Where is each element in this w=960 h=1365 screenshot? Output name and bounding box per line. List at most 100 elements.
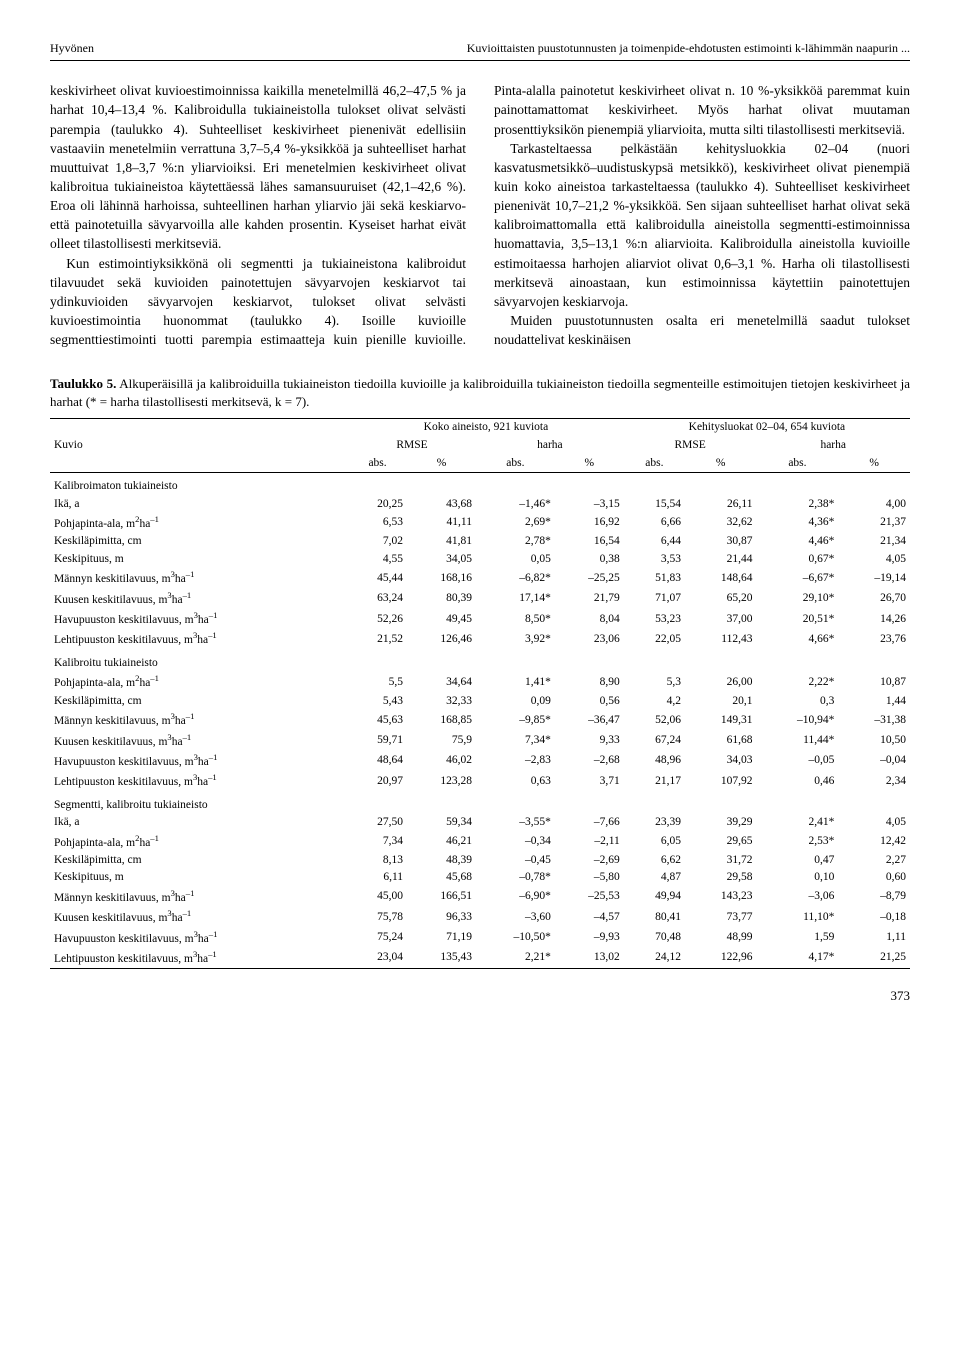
table-cell: 2,41* xyxy=(756,814,838,832)
table-cell: 13,02 xyxy=(555,948,624,969)
table-cell: 37,00 xyxy=(685,609,757,629)
row-label: Kuusen keskitilavuus, m3ha–1 xyxy=(50,589,348,609)
table-cell: 26,70 xyxy=(838,589,910,609)
table-cell: –5,80 xyxy=(555,869,624,887)
col-abs: abs. xyxy=(624,455,685,473)
table-cell: 135,43 xyxy=(407,948,476,969)
table-caption: Taulukko 5. Alkuperäisillä ja kalibroidu… xyxy=(50,375,910,410)
table-cell: 143,23 xyxy=(685,887,757,907)
running-title: Kuvioittaisten puustotunnusten ja toimen… xyxy=(467,40,910,56)
table-cell: 2,78* xyxy=(476,533,555,551)
row-label: Lehtipuuston keskitilavuus, m3ha–1 xyxy=(50,629,348,649)
table-cell: –0,05 xyxy=(756,751,838,771)
table-cell: 5,43 xyxy=(348,693,407,711)
table-cell: 80,41 xyxy=(624,907,685,927)
table-cell: 67,24 xyxy=(624,731,685,751)
table-caption-text: Alkuperäisillä ja kalibroiduilla tukiain… xyxy=(50,376,910,409)
table-cell: –6,82* xyxy=(476,568,555,588)
row-label: Havupuuston keskitilavuus, m3ha–1 xyxy=(50,928,348,948)
table-cell: 21,17 xyxy=(624,771,685,791)
table-cell: 80,39 xyxy=(407,589,476,609)
table-cell: –2,11 xyxy=(555,832,624,852)
table-cell: 0,3 xyxy=(756,693,838,711)
table-cell: 71,07 xyxy=(624,589,685,609)
table-cell: –0,78* xyxy=(476,869,555,887)
table-cell: 59,34 xyxy=(407,814,476,832)
row-label: Keskipituus, m xyxy=(50,551,348,569)
row-label: Ikä, a xyxy=(50,496,348,514)
table-cell: 34,03 xyxy=(685,751,757,771)
table-cell: 20,1 xyxy=(685,693,757,711)
header-rule xyxy=(50,60,910,61)
col-rmse-2: RMSE xyxy=(624,437,757,455)
row-label: Pohjapinta-ala, m2ha–1 xyxy=(50,832,348,852)
table-cell: –3,55* xyxy=(476,814,555,832)
table-cell: 168,85 xyxy=(407,710,476,730)
table-cell: 126,46 xyxy=(407,629,476,649)
table-cell: –0,34 xyxy=(476,832,555,852)
table-cell: 4,36* xyxy=(756,513,838,533)
table-cell: 26,11 xyxy=(685,496,757,514)
table-cell: –19,14 xyxy=(838,568,910,588)
body-p3: Tarkasteltaessa pelkästään kehitysluokki… xyxy=(494,139,910,311)
table-cell: 53,23 xyxy=(624,609,685,629)
table-cell: 2,38* xyxy=(756,496,838,514)
table-cell: 123,28 xyxy=(407,771,476,791)
table-cell: –6,67* xyxy=(756,568,838,588)
table-cell: 32,33 xyxy=(407,693,476,711)
row-label: Ikä, a xyxy=(50,814,348,832)
table-cell: 20,25 xyxy=(348,496,407,514)
row-label: Männyn keskitilavuus, m3ha–1 xyxy=(50,887,348,907)
row-label: Männyn keskitilavuus, m3ha–1 xyxy=(50,710,348,730)
table-cell: 27,50 xyxy=(348,814,407,832)
table-cell: 75,24 xyxy=(348,928,407,948)
table-cell: 2,21* xyxy=(476,948,555,969)
table-cell: 8,04 xyxy=(555,609,624,629)
table-cell: 112,43 xyxy=(685,629,757,649)
table-cell: 7,34* xyxy=(476,731,555,751)
table-cell: 29,58 xyxy=(685,869,757,887)
table-cell: 16,92 xyxy=(555,513,624,533)
table-cell: 22,05 xyxy=(624,629,685,649)
table-cell: 46,02 xyxy=(407,751,476,771)
table-cell: 59,71 xyxy=(348,731,407,751)
row-label: Pohjapinta-ala, m2ha–1 xyxy=(50,513,348,533)
section-title: Kalibroitu tukiaineisto xyxy=(50,650,910,673)
table-cell: 1,59 xyxy=(756,928,838,948)
table-cell: 0,47 xyxy=(756,852,838,870)
col-abs: abs. xyxy=(348,455,407,473)
table-cell: 45,00 xyxy=(348,887,407,907)
table-cell: 70,48 xyxy=(624,928,685,948)
table-cell: 2,27 xyxy=(838,852,910,870)
col-abs: abs. xyxy=(476,455,555,473)
table-cell: 148,64 xyxy=(685,568,757,588)
table-cell: 52,26 xyxy=(348,609,407,629)
table-cell: 48,64 xyxy=(348,751,407,771)
table-cell: 7,34 xyxy=(348,832,407,852)
table-cell: 75,9 xyxy=(407,731,476,751)
table-caption-num: Taulukko 5. xyxy=(50,376,116,391)
table-cell: 0,38 xyxy=(555,551,624,569)
table-cell: –2,69 xyxy=(555,852,624,870)
table-cell: 4,17* xyxy=(756,948,838,969)
table-cell: 17,14* xyxy=(476,589,555,609)
table-cell: 34,64 xyxy=(407,672,476,692)
col-pct: % xyxy=(555,455,624,473)
table-cell: 29,10* xyxy=(756,589,838,609)
table-cell: 3,53 xyxy=(624,551,685,569)
table-cell: 45,68 xyxy=(407,869,476,887)
table-cell: –25,53 xyxy=(555,887,624,907)
table-cell: 48,99 xyxy=(685,928,757,948)
col-pct: % xyxy=(838,455,910,473)
table-cell: 30,87 xyxy=(685,533,757,551)
table-cell: 21,34 xyxy=(838,533,910,551)
row-label: Lehtipuuston keskitilavuus, m3ha–1 xyxy=(50,771,348,791)
results-table: Koko aineisto, 921 kuviota Kehitysluokat… xyxy=(50,418,910,969)
table-cell: 2,22* xyxy=(756,672,838,692)
table-cell: 4,00 xyxy=(838,496,910,514)
col-harha-1: harha xyxy=(476,437,624,455)
body-columns: keskivirheet olivat kuvioestimoinnissa k… xyxy=(50,81,910,349)
table-cell: 23,04 xyxy=(348,948,407,969)
table-cell: –31,38 xyxy=(838,710,910,730)
running-author: Hyvönen xyxy=(50,40,94,56)
